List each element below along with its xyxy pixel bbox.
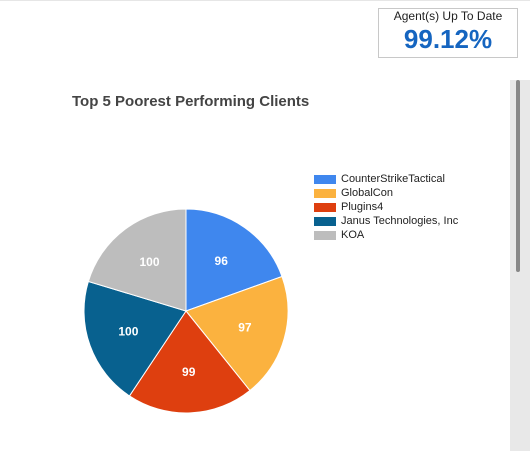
pie-slice-label-3: 100 [118,325,138,339]
agents-up-to-date-kpi: Agent(s) Up To Date 99.12% [378,8,518,58]
pie-slice-label-0: 96 [215,254,229,268]
pie-slice-1[interactable] [185,275,289,392]
chart-legend: CounterStrikeTactical GlobalCon Plugins4 Ja… [314,172,458,242]
legend-item-3[interactable]: Janus Technologies, Inc [314,214,458,228]
legend-item-2[interactable]: Plugins4 [314,200,458,214]
chart-panel: Top 5 Poorest Performing Clients 96 97 99 1… [0,66,530,451]
pie-slice-3[interactable] [83,280,187,397]
pie-slice-2[interactable] [128,310,251,414]
legend-item-4[interactable]: KOA [314,228,458,242]
legend-label-3: Janus Technologies, Inc [341,215,459,227]
legend-swatch-3 [314,216,336,226]
legend-label-0: CounterStrikeTactical [341,173,445,185]
legend-swatch-4 [314,230,336,240]
legend-label-1: GlobalCon [341,187,393,199]
pie-chart: 96 97 99 100 100 [83,208,289,414]
chart-title: Top 5 Poorest Performing Clients [72,93,310,110]
kpi-value: 99.12% [403,24,493,54]
pie-slice-0[interactable] [185,208,283,312]
kpi-label-wrap: Agent(s) Up To Date [379,9,517,23]
legend-swatch-2 [314,202,336,212]
legend-item-0[interactable]: CounterStrikeTactical [314,172,458,186]
scrollbar-thumb[interactable] [516,80,520,272]
legend-swatch-1 [314,188,336,198]
pie-slice-label-1: 97 [238,321,252,335]
legend-label-4: KOA [341,229,365,241]
pie-slice-label-4: 100 [139,255,159,269]
top-divider [0,0,530,1]
kpi-label: Agent(s) Up To Date [390,9,506,23]
legend-swatch-0 [314,174,336,184]
pie-slice-4[interactable] [87,208,187,312]
legend-label-2: Plugins4 [341,201,384,213]
legend-item-1[interactable]: GlobalCon [314,186,458,200]
pie-slice-label-2: 99 [182,365,196,379]
vertical-scrollbar[interactable] [510,80,530,451]
